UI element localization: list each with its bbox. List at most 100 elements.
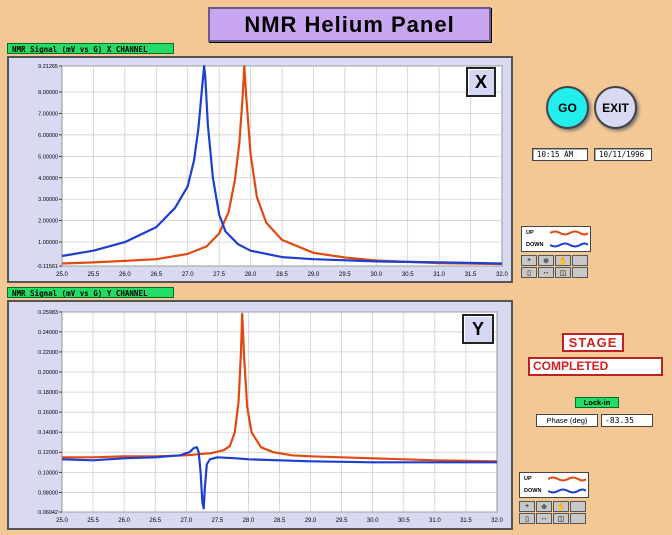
- stage-status: COMPLETED: [528, 357, 663, 376]
- x-channel-graph[interactable]: 25.0 25.5 26.0 26.5 27.0 27.5 28.0 28.5 29.0 29.5…: [7, 56, 513, 283]
- x-tick-label: 26.5: [149, 518, 161, 524]
- y-tick-label: 7.00000: [38, 111, 58, 117]
- y-channel-label: NMR Signal (mV vs G) Y CHANNEL: [7, 287, 174, 298]
- y-tick-label: 0.10000: [38, 470, 58, 476]
- legend-up-label: UP: [526, 230, 534, 236]
- y-tick-label: 4.00000: [38, 176, 58, 182]
- x-tick-label: 25.0: [56, 518, 68, 524]
- x-tick-label: 31.5: [460, 518, 472, 524]
- series-line-up: [61, 65, 503, 266]
- hand-icon[interactable]: ✋: [555, 255, 571, 266]
- blank-icon[interactable]: [572, 267, 588, 278]
- legend-up-label: UP: [524, 476, 532, 482]
- hand-icon[interactable]: ✋: [553, 501, 569, 512]
- x-tick-label: 30.0: [367, 518, 379, 524]
- blank-icon[interactable]: [570, 501, 586, 512]
- blank-icon[interactable]: [570, 513, 586, 524]
- x-channel-button[interactable]: X: [466, 67, 496, 97]
- x-tick-label: 30.0: [370, 272, 382, 278]
- phase-label: Phase (deg): [536, 414, 598, 427]
- y-tick-label: 8.00000: [38, 90, 58, 96]
- y-tick-label: 0.20000: [38, 370, 58, 376]
- x-tick-label: 25.5: [88, 272, 100, 278]
- y-channel-graph[interactable]: 25.0 25.5 26.0 26.5 27.0 27.5 28.0 28.5 29.0 29.5…: [7, 300, 513, 530]
- blank-icon[interactable]: [572, 255, 588, 266]
- x-tick-label: 31.0: [433, 272, 445, 278]
- x-tick-label: 31.0: [429, 518, 441, 524]
- y-tick-label: 0.06042: [38, 510, 58, 516]
- x-tick-label: 27.5: [213, 272, 225, 278]
- zoom-icon[interactable]: ⊕: [536, 501, 552, 512]
- x-tick-label: 27.0: [182, 272, 194, 278]
- x-tick-label: 25.0: [56, 272, 68, 278]
- x-tick-label: 29.0: [308, 272, 320, 278]
- x-tick-label: 29.5: [336, 518, 348, 524]
- y-tick-label: 1.00000: [38, 240, 58, 246]
- x-tick-label: 29.0: [305, 518, 317, 524]
- x-tick-label: 27.0: [180, 518, 192, 524]
- series-line-down: [61, 446, 497, 510]
- x-tick-label: 32.0: [496, 272, 508, 278]
- cursor-icon[interactable]: +: [521, 255, 537, 266]
- stage-label: STAGE: [562, 333, 624, 352]
- legend-down-label: DOWN: [526, 242, 544, 248]
- legend-down-label: DOWN: [524, 488, 542, 494]
- y-tick-label: -0.11561: [37, 264, 58, 270]
- phase-input[interactable]: -83.35: [601, 414, 653, 427]
- y-channel-button[interactable]: Y: [462, 314, 494, 344]
- x-legend: UP DOWN: [521, 226, 591, 252]
- fit-icon[interactable]: ◫: [555, 267, 571, 278]
- y-tick-label: 0.22000: [38, 350, 58, 356]
- lock-icon[interactable]: ▯: [521, 267, 537, 278]
- x-tick-label: 29.5: [339, 272, 351, 278]
- x-tick-label: 26.5: [150, 272, 162, 278]
- y-tick-label: 0.14000: [38, 430, 58, 436]
- y-tick-label: 9.21265: [38, 64, 58, 70]
- legend-up-swatch: [548, 476, 586, 482]
- x-channel-plot: 25.0 25.5 26.0 26.5 27.0 27.5 28.0 28.5 29.0 29.5…: [37, 64, 509, 278]
- fit-icon[interactable]: ◫: [553, 513, 569, 524]
- y-legend: UP DOWN: [519, 472, 589, 498]
- y-tick-label: 3.00000: [38, 197, 58, 203]
- pan-icon[interactable]: ↔: [536, 513, 552, 524]
- x-tick-label: 28.0: [243, 518, 255, 524]
- x-tick-label: 26.0: [119, 272, 131, 278]
- x-tick-label: 28.5: [274, 518, 286, 524]
- x-tick-label: 28.0: [245, 272, 257, 278]
- y-tick-label: 0.25983: [38, 310, 58, 316]
- lock-icon[interactable]: ▯: [519, 513, 535, 524]
- legend-up-swatch: [550, 230, 588, 236]
- x-channel-label: NMR Signal (mV vs G) X CHANNEL: [7, 43, 174, 54]
- y-tick-label: 0.18000: [38, 390, 58, 396]
- y-tick-label: 2.00000: [38, 219, 58, 225]
- legend-down-swatch: [550, 242, 588, 248]
- x-tick-label: 27.5: [212, 518, 224, 524]
- pan-icon[interactable]: ↔: [538, 267, 554, 278]
- y-tick-label: 6.00000: [38, 133, 58, 139]
- x-graph-palette: + ⊕ ✋ ▯ ↔ ◫: [521, 255, 588, 278]
- window-title: NMR Helium Panel: [208, 7, 491, 42]
- x-tick-label: 30.5: [398, 518, 410, 524]
- y-tick-label: 0.24000: [38, 330, 58, 336]
- y-tick-label: 0.12000: [38, 450, 58, 456]
- x-tick-label: 30.5: [402, 272, 414, 278]
- x-tick-label: 28.5: [276, 272, 288, 278]
- y-tick-label: 0.08000: [38, 490, 58, 496]
- x-tick-label: 25.5: [87, 518, 99, 524]
- y-tick-label: 0.16000: [38, 410, 58, 416]
- time-display: 10:15 AM: [532, 148, 588, 161]
- y-channel-plot: 25.0 25.5 26.0 26.5 27.0 27.5 28.0 28.5 29.0 29.5…: [38, 310, 503, 524]
- legend-down-swatch: [548, 488, 586, 494]
- go-button[interactable]: GO: [546, 86, 589, 129]
- x-tick-label: 26.0: [118, 518, 130, 524]
- y-tick-label: 5.00000: [38, 154, 58, 160]
- date-display: 10/11/1996: [594, 148, 652, 161]
- series-line-down: [61, 65, 503, 265]
- cursor-icon[interactable]: +: [519, 501, 535, 512]
- x-tick-label: 31.5: [465, 272, 477, 278]
- zoom-icon[interactable]: ⊕: [538, 255, 554, 266]
- lockin-label: Lock-in: [575, 397, 619, 408]
- x-tick-label: 32.0: [491, 518, 503, 524]
- y-graph-palette: + ⊕ ✋ ▯ ↔ ◫: [519, 501, 586, 524]
- exit-button[interactable]: EXIT: [594, 86, 637, 129]
